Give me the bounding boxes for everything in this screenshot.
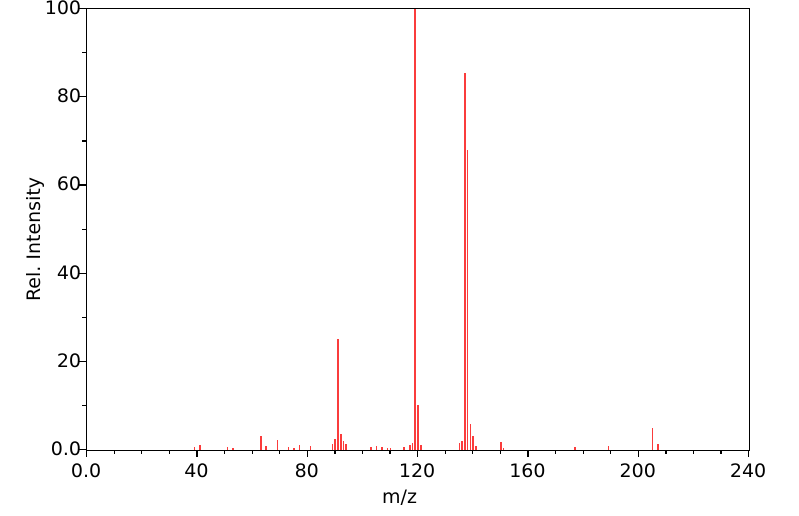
y-axis-major-tick: [79, 96, 86, 98]
spectrum-peak: [408, 445, 411, 450]
x-axis-tick-label: 40: [184, 460, 209, 482]
x-axis-minor-tick: [472, 450, 474, 454]
x-axis-minor-tick: [113, 450, 115, 454]
x-axis-major-tick: [306, 450, 308, 457]
x-axis-minor-tick: [251, 450, 253, 454]
x-axis-minor-tick: [610, 450, 612, 454]
spectrum-peak: [193, 447, 196, 450]
x-axis-minor-tick: [665, 450, 667, 454]
spectrum-peak: [345, 444, 348, 450]
spectrum-peak: [651, 427, 654, 450]
x-axis-minor-tick: [582, 450, 584, 454]
y-axis-major-tick: [79, 184, 86, 186]
spectrum-peak: [339, 433, 342, 450]
spectrum-peaks: [87, 9, 749, 450]
x-axis-tick-label: 160: [509, 460, 546, 482]
x-axis-minor-tick: [720, 450, 722, 454]
spectrum-peak: [414, 9, 417, 450]
spectrum-peak: [466, 150, 469, 450]
y-axis-minor-tick: [82, 140, 86, 142]
spectrum-peak: [419, 444, 422, 450]
spectrum-peak: [226, 446, 229, 450]
y-axis-label: Rel. Intensity: [23, 176, 45, 302]
x-axis-minor-tick: [334, 450, 336, 454]
x-axis-major-tick: [637, 450, 639, 457]
spectrum-peak: [375, 446, 378, 450]
spectrum-peak: [331, 443, 334, 450]
plot-area: [86, 8, 750, 451]
x-axis-major-tick: [196, 450, 198, 457]
spectrum-peak: [472, 436, 474, 450]
x-axis-minor-tick: [389, 450, 391, 454]
y-axis-major-tick: [79, 272, 86, 274]
x-axis-major-tick: [527, 450, 529, 457]
spectrum-peak: [475, 446, 477, 450]
y-axis-tick-label: 80: [56, 85, 81, 108]
y-axis-minor-tick: [82, 52, 86, 54]
x-axis-minor-tick: [279, 450, 281, 454]
spectrum-peak: [293, 447, 295, 450]
spectrum-peak: [334, 438, 337, 450]
spectrum-peak: [370, 447, 372, 450]
y-axis-major-tick: [79, 449, 86, 451]
spectrum-peak: [259, 436, 262, 450]
spectrum-peak: [389, 448, 392, 450]
spectrum-peak: [309, 446, 312, 450]
spectrum-peak: [502, 447, 505, 450]
x-axis-minor-tick: [499, 450, 502, 454]
x-axis-minor-tick: [692, 450, 695, 454]
x-axis-label: m/z: [382, 486, 417, 508]
x-axis-major-tick: [86, 450, 88, 457]
y-axis-major-tick: [79, 8, 86, 10]
spectrum-peak: [461, 441, 463, 450]
y-axis-tick-label: 0.0: [50, 438, 81, 460]
x-axis-tick-label: 240: [729, 460, 767, 482]
spectrum-peak: [607, 446, 610, 450]
spectrum-peak: [657, 444, 659, 450]
y-axis-major-tick: [79, 360, 86, 363]
x-axis-tick-label: 80: [294, 460, 319, 482]
x-axis-major-tick: [417, 450, 419, 457]
spectrum-peak: [417, 404, 419, 450]
x-axis-minor-tick: [361, 450, 364, 454]
spectrum-peak: [386, 447, 389, 450]
spectrum-peak: [411, 443, 414, 450]
y-axis-tick-label: 40: [56, 261, 81, 284]
x-axis-minor-tick: [223, 450, 226, 454]
x-axis-tick-label: 0.0: [70, 460, 102, 482]
y-axis-tick-label: 20: [56, 349, 81, 372]
y-axis-minor-tick: [82, 228, 86, 230]
spectrum-peak: [574, 446, 577, 450]
x-axis-tick-label: 120: [398, 460, 436, 482]
x-axis-minor-tick: [444, 450, 446, 454]
spectrum-peak: [298, 444, 301, 450]
spectrum-peak: [469, 423, 472, 450]
spectrum-peak: [337, 338, 339, 450]
x-axis-major-tick: [748, 450, 750, 457]
spectrum-peak: [276, 439, 279, 450]
x-axis-minor-tick: [554, 450, 557, 454]
x-axis-minor-tick: [168, 450, 171, 454]
spectrum-peak: [287, 447, 290, 450]
spectrum-peak: [464, 72, 466, 450]
x-axis-minor-tick: [141, 450, 143, 454]
spectrum-peak: [458, 443, 461, 450]
spectrum-peak: [342, 441, 345, 450]
y-axis-minor-tick: [82, 316, 86, 318]
y-axis-tick-label: 100: [44, 0, 81, 19]
y-axis-tick-label: 60: [56, 173, 81, 196]
spectrum-peak: [232, 447, 234, 450]
x-axis-tick-label: 200: [619, 460, 656, 482]
spectrum-peak: [265, 445, 268, 450]
spectrum-peak: [403, 446, 405, 450]
y-axis-minor-tick: [82, 404, 86, 407]
spectrum-peak: [199, 444, 201, 450]
spectrum-peak: [381, 447, 383, 450]
spectrum-peak: [499, 442, 502, 450]
